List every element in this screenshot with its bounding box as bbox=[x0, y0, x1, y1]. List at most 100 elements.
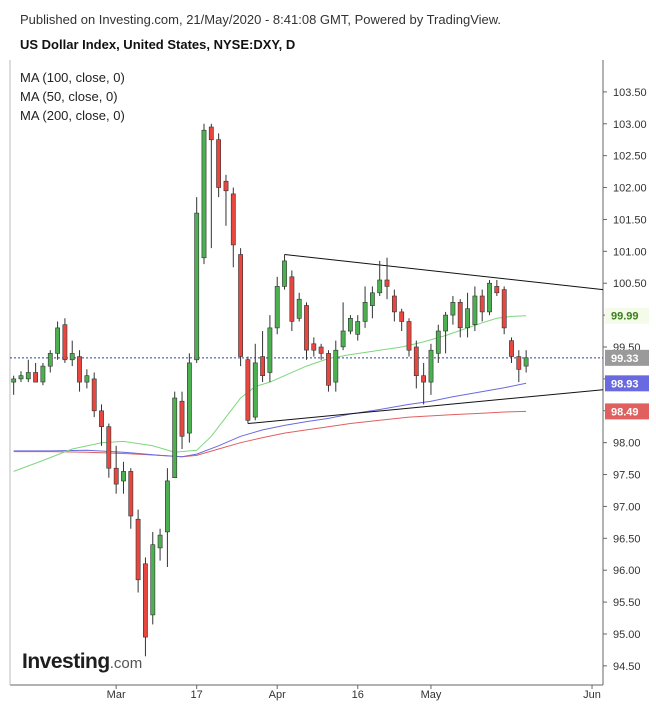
candle-body bbox=[25, 372, 31, 380]
candle-body bbox=[157, 534, 163, 549]
candle-body bbox=[523, 357, 529, 367]
candle-body bbox=[289, 276, 295, 322]
candle-body bbox=[435, 330, 441, 354]
x-tick-label: Mar bbox=[107, 689, 126, 701]
ma100-line bbox=[13, 382, 527, 458]
candle-body bbox=[333, 349, 339, 383]
candle-body bbox=[165, 480, 170, 533]
legend-ma-50: MA (50, close, 0) bbox=[20, 89, 118, 104]
candle-body bbox=[443, 314, 448, 332]
candle-body bbox=[150, 544, 156, 616]
candle-body bbox=[135, 518, 141, 581]
candle-body bbox=[340, 330, 346, 348]
x-tick-label: Apr bbox=[269, 689, 286, 701]
price-tag-label: 99.99 bbox=[611, 311, 639, 323]
x-tick-label: May bbox=[421, 689, 442, 701]
candle-body bbox=[413, 346, 419, 377]
price-tag-label: 98.49 bbox=[611, 406, 639, 418]
candle-body bbox=[208, 126, 214, 141]
candle-body bbox=[69, 353, 75, 361]
candle-body bbox=[399, 311, 405, 322]
candle-body bbox=[106, 426, 112, 469]
candle-body bbox=[282, 260, 287, 287]
candle-body bbox=[457, 301, 463, 329]
x-tick-label: 16 bbox=[352, 689, 364, 701]
y-tick-label: 102.00 bbox=[613, 183, 647, 195]
candle-body bbox=[18, 375, 24, 380]
candle-body bbox=[296, 298, 302, 319]
candle-body bbox=[84, 375, 90, 383]
price-tag-ma50: 99.99 bbox=[605, 307, 649, 324]
y-tick-label: 102.50 bbox=[613, 151, 647, 163]
price-tag-label: 98.93 bbox=[611, 378, 639, 390]
logo-suffix: .com bbox=[109, 655, 143, 672]
candle-body bbox=[326, 353, 331, 386]
y-tick-label: 97.50 bbox=[613, 470, 641, 482]
candle-body bbox=[194, 212, 200, 361]
x-tick-label: 17 bbox=[191, 689, 203, 701]
price-tag-ma100: 98.93 bbox=[605, 375, 649, 392]
candle-body bbox=[421, 375, 426, 383]
trendline bbox=[247, 389, 604, 425]
y-tick-label: 96.00 bbox=[613, 565, 641, 577]
candle-body bbox=[318, 346, 324, 354]
y-tick-label: 97.00 bbox=[613, 501, 641, 513]
candle-body bbox=[172, 397, 178, 478]
ma50-line bbox=[13, 315, 527, 472]
candle-body bbox=[509, 340, 514, 357]
candle-body bbox=[304, 305, 309, 351]
candle-body bbox=[501, 289, 507, 329]
candle-body bbox=[33, 372, 38, 383]
y-tick-label: 94.50 bbox=[613, 661, 641, 673]
candle-body bbox=[179, 400, 185, 437]
trendline bbox=[284, 254, 604, 291]
candle-body bbox=[391, 295, 397, 313]
investing-logo: Investing.com bbox=[22, 650, 142, 674]
plot-area: 94.50 95.00 95.50 96.00 96.50 97.00 97.50 98.00… bbox=[9, 60, 649, 701]
candle-body bbox=[494, 286, 500, 294]
candle-body bbox=[238, 254, 243, 357]
candle-body bbox=[369, 292, 375, 306]
y-tick-label: 100.50 bbox=[613, 278, 647, 290]
candle-body bbox=[143, 563, 148, 638]
candle-body bbox=[260, 356, 265, 377]
candle-body bbox=[274, 286, 280, 329]
y-tick-label: 103.00 bbox=[613, 119, 647, 131]
candle-body bbox=[121, 471, 126, 482]
legend-ma-100: MA (100, close, 0) bbox=[20, 70, 125, 85]
candle-body bbox=[311, 343, 317, 351]
candle-body bbox=[516, 356, 522, 370]
price-tag-last: 99.33 bbox=[605, 349, 649, 366]
candle-body bbox=[40, 365, 46, 383]
candle-body bbox=[428, 349, 434, 383]
candle-body bbox=[362, 301, 368, 322]
logo-text: Investing bbox=[22, 650, 110, 673]
candle-body bbox=[450, 301, 456, 316]
y-tick-label: 95.50 bbox=[613, 597, 641, 609]
price-tag-box bbox=[605, 307, 649, 324]
price-tag-box bbox=[605, 375, 649, 392]
candle-body bbox=[201, 129, 207, 259]
candle-body bbox=[267, 327, 273, 373]
candle-body bbox=[472, 295, 478, 326]
price-tag-box bbox=[605, 403, 649, 420]
candle-body bbox=[187, 362, 192, 434]
y-tick-label: 95.00 bbox=[613, 629, 641, 641]
y-tick-label: 96.50 bbox=[613, 533, 641, 545]
candle-body bbox=[384, 279, 390, 287]
y-tick-label: 103.50 bbox=[613, 87, 647, 99]
candle-body bbox=[487, 282, 492, 313]
chart-title: US Dollar Index, United States, NYSE:DXY… bbox=[20, 37, 296, 52]
candle-body bbox=[252, 362, 258, 418]
candle-body bbox=[377, 279, 383, 294]
candle-body bbox=[113, 467, 119, 485]
y-tick-label: 101.50 bbox=[613, 214, 647, 226]
candle-body bbox=[77, 356, 82, 383]
candle-body bbox=[47, 353, 53, 367]
candle-body bbox=[91, 378, 97, 412]
y-tick-label: 98.00 bbox=[613, 438, 641, 450]
candle-body bbox=[465, 308, 470, 329]
candle-body bbox=[99, 410, 104, 427]
price-tag-label: 99.33 bbox=[611, 353, 639, 365]
candle-body bbox=[479, 295, 485, 313]
